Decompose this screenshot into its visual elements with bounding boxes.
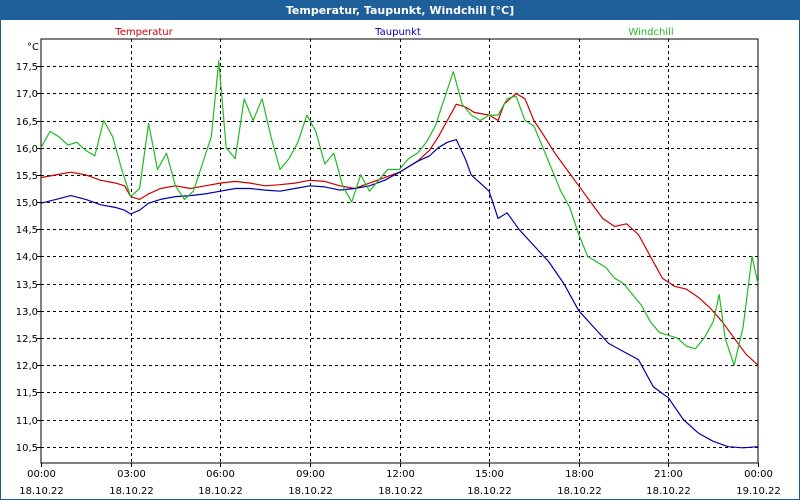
x-tick-time: 00:00	[27, 469, 56, 480]
axes: 10,5 11,0 11,5 12,0 12,5 13,0 13,5 14,0 14,5 15,0…	[16, 38, 781, 497]
x-tick-date: 18.10.22	[288, 486, 333, 497]
y-tick-label: 16,5	[16, 117, 38, 128]
x-tick-time: 21:00	[654, 469, 683, 480]
y-tick-label: 17,0	[16, 89, 38, 100]
series-line-windchill	[40, 60, 759, 366]
y-tick-label: 17,5	[16, 62, 38, 73]
y-tick-label: 13,5	[16, 280, 38, 291]
y-tick-label: 15,5	[16, 171, 38, 182]
series-line-taupunkt	[40, 139, 759, 449]
x-tick-date: 19.10.22	[736, 486, 781, 497]
series-lines	[40, 60, 759, 449]
y-axis-label: °C	[27, 42, 39, 53]
y-tick-label: 15,0	[16, 198, 38, 209]
chart-title: Temperatur, Taupunkt, Windchill [°C]	[1, 1, 799, 20]
x-tick-time: 18:00	[565, 469, 594, 480]
series-line-temperatur	[40, 92, 759, 366]
x-tick-date: 18.10.22	[378, 486, 423, 497]
x-tick-time: 03:00	[117, 469, 146, 480]
x-tick-date: 18.10.22	[19, 486, 64, 497]
gridlines	[41, 39, 758, 463]
x-tick-date: 18.10.22	[467, 486, 512, 497]
x-tick-date: 18.10.22	[646, 486, 691, 497]
x-tick-time: 12:00	[386, 469, 415, 480]
y-tick-label: 13,0	[16, 307, 38, 318]
legend: Temperatur Taupunkt Windchill	[114, 27, 673, 38]
y-tick-label: 12,5	[16, 334, 38, 345]
y-tick-label: 14,5	[16, 225, 38, 236]
legend-entry-temperatur: Temperatur	[114, 27, 173, 38]
x-tick-time: 06:00	[206, 469, 235, 480]
x-tick-time: 00:00	[744, 469, 773, 480]
x-tick-date: 18.10.22	[557, 486, 602, 497]
legend-entry-windchill: Windchill	[628, 27, 673, 38]
y-tick-label: 12,0	[16, 361, 38, 372]
y-tick-label: 10,5	[16, 443, 38, 454]
x-tick-time: 15:00	[475, 469, 504, 480]
x-tick-time: 09:00	[296, 469, 325, 480]
plot-border	[40, 38, 759, 464]
y-tick-label: 11,5	[16, 388, 38, 399]
y-tick-label: 11,0	[16, 416, 38, 427]
y-tick-label: 14,0	[16, 252, 38, 263]
legend-entry-taupunkt: Taupunkt	[374, 27, 421, 38]
x-tick-date: 18.10.22	[109, 486, 154, 497]
y-tick-label: 16,0	[16, 144, 38, 155]
x-tick-date: 18.10.22	[198, 486, 243, 497]
